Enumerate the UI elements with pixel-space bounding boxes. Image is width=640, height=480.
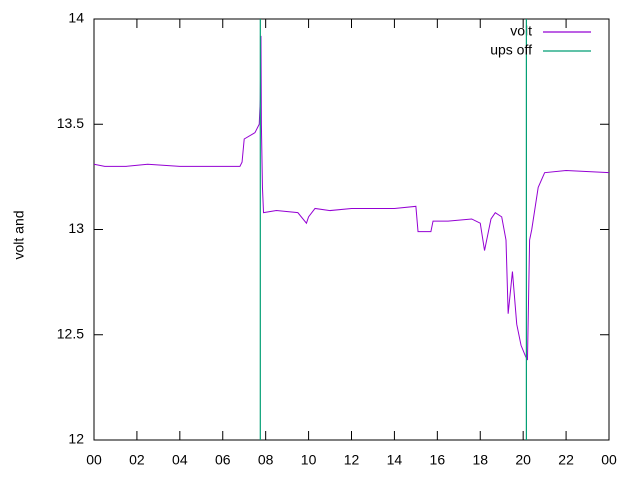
y-axis-label: volt and <box>11 210 27 259</box>
plot-border <box>93 18 610 441</box>
x-tick-label: 04 <box>172 452 188 468</box>
line-series <box>93 35 610 361</box>
x-tick-label: 12 <box>344 452 360 468</box>
x-tick-label: 00 <box>601 452 617 468</box>
x-tick-label: 00 <box>86 452 102 468</box>
y-tick-label: 12 <box>68 431 84 447</box>
legend-label: volt <box>510 23 532 39</box>
x-tick-label: 18 <box>472 452 488 468</box>
x-tick-label: 06 <box>215 452 231 468</box>
y-tick-label: 13.5 <box>57 115 84 131</box>
x-tick-label: 20 <box>515 452 531 468</box>
y-tick-label: 12.5 <box>57 325 84 341</box>
y-tick-label: 13 <box>68 220 84 236</box>
x-tick-label: 14 <box>387 452 403 468</box>
x-tick-label: 10 <box>301 452 317 468</box>
x-tick-label: 16 <box>430 452 446 468</box>
y-tick-label: 14 <box>68 10 84 26</box>
x-tick-label: 08 <box>258 452 274 468</box>
legend-label: ups off <box>490 42 532 58</box>
x-tick-label: 22 <box>558 452 574 468</box>
x-tick-label: 02 <box>129 452 145 468</box>
